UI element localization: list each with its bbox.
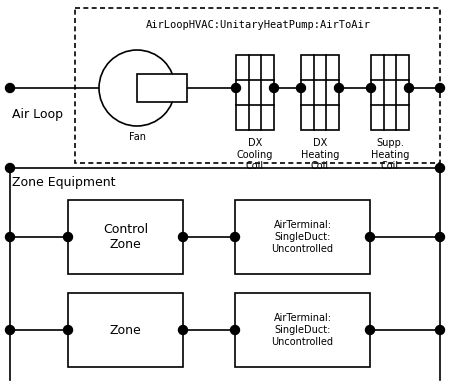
Circle shape [5,84,14,93]
Circle shape [297,84,306,93]
Bar [371,55,409,130]
Text: DX
Cooling
Coil: DX Cooling Coil [237,138,273,171]
Circle shape [5,163,14,172]
Text: Air Loop: Air Loop [12,108,63,121]
Bar [75,8,440,163]
Circle shape [436,163,445,172]
Circle shape [436,84,445,93]
Text: AirLoopHVAC:UnitaryHeatPump:AirToAir: AirLoopHVAC:UnitaryHeatPump:AirToAir [145,20,370,30]
Circle shape [179,326,188,335]
Bar [236,55,274,130]
Bar [301,55,339,130]
Text: AirTerminal:
SingleDuct:
Uncontrolled: AirTerminal: SingleDuct: Uncontrolled [271,221,333,254]
Circle shape [230,233,239,242]
Text: Zone: Zone [110,324,141,336]
Circle shape [63,233,72,242]
Circle shape [365,326,374,335]
Text: DX
Heating
Coil: DX Heating Coil [301,138,339,171]
Circle shape [436,326,445,335]
Circle shape [230,326,239,335]
Bar [235,200,370,274]
Text: Zone Equipment: Zone Equipment [12,176,116,189]
Circle shape [179,233,188,242]
Circle shape [270,84,279,93]
Text: Supp.
Heating
Coil: Supp. Heating Coil [371,138,409,171]
Circle shape [334,84,343,93]
Bar [68,200,183,274]
Text: Control
Zone: Control Zone [103,223,148,251]
Circle shape [5,233,14,242]
Text: AirTerminal:
SingleDuct:
Uncontrolled: AirTerminal: SingleDuct: Uncontrolled [271,314,333,347]
Circle shape [405,84,414,93]
Bar [137,74,187,102]
Circle shape [231,84,240,93]
Circle shape [63,326,72,335]
Circle shape [99,50,175,126]
Circle shape [366,84,375,93]
Bar [68,293,183,367]
Text: Fan: Fan [129,132,145,142]
Circle shape [365,233,374,242]
Bar [235,293,370,367]
Circle shape [436,233,445,242]
Circle shape [5,326,14,335]
